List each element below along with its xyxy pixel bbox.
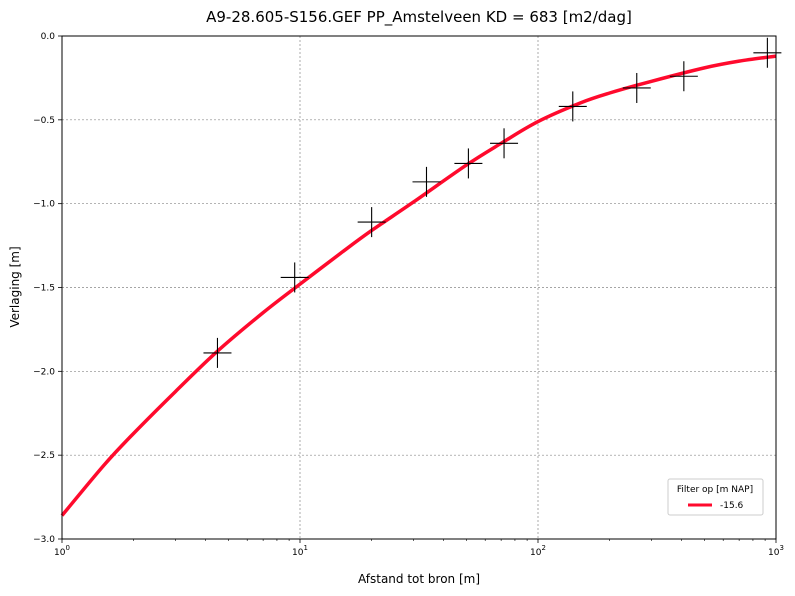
x-tick-label: 102: [530, 544, 546, 558]
y-tick-label: −0.5: [33, 116, 55, 126]
y-axis-label: Verlaging [m]: [8, 246, 22, 327]
measurement-point: [357, 207, 386, 238]
y-axis-ticks: 0.0 −0.5 −1.0 −1.5 −2.0 −2.5 −3.0: [33, 32, 62, 545]
measurement-point: [753, 37, 782, 68]
series-layer: [60, 54, 777, 517]
y-tick-label: 0.0: [41, 32, 56, 42]
y-tick-label: −2.0: [33, 367, 55, 377]
x-tick-label: 103: [768, 544, 784, 558]
measurement-point: [490, 128, 519, 159]
measurement-point: [669, 61, 698, 92]
measurement-point: [203, 337, 232, 368]
x-axis-label: Afstand tot bron [m]: [358, 572, 480, 586]
model-curve-line: [60, 54, 777, 517]
legend-title: Filter op [m NAP]: [677, 485, 753, 495]
measurement-point: [280, 262, 309, 293]
legend: Filter op [m NAP] -15.6: [667, 478, 764, 516]
x-axis-ticks: 100 101 102 103: [54, 539, 784, 558]
y-tick-label: −1.0: [33, 200, 55, 210]
plot-frame: [61, 35, 777, 540]
measurement-point: [622, 72, 651, 103]
x-tick-label: 100: [54, 544, 70, 558]
y-tick-label: −2.5: [33, 451, 55, 461]
measurement-point: [454, 148, 483, 179]
y-tick-label: −3.0: [33, 535, 55, 545]
measurement-point: [558, 91, 587, 122]
y-tick-label: −1.5: [33, 284, 55, 294]
measurement-markers: [203, 37, 782, 368]
legend-entry-label: -15.6: [720, 501, 744, 511]
chart-title: A9-28.605-S156.GEF PP_Amstelveen KD = 68…: [206, 8, 632, 27]
x-tick-label: 101: [292, 544, 308, 558]
measurement-point: [412, 166, 441, 197]
grid-lines: [62, 36, 776, 539]
